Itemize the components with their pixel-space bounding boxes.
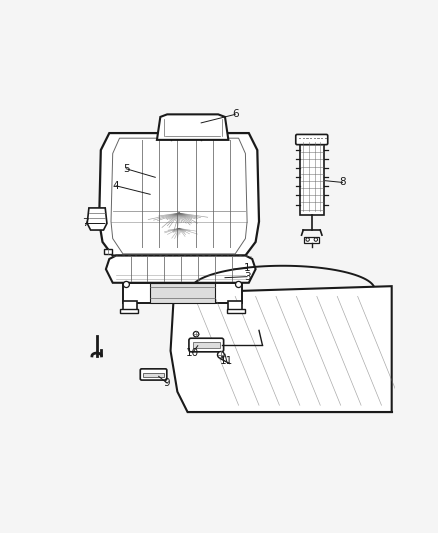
Bar — [150, 283, 214, 303]
Circle shape — [217, 351, 224, 358]
Bar — [143, 373, 163, 377]
Polygon shape — [99, 133, 258, 255]
Circle shape — [123, 281, 129, 287]
Bar — [299, 140, 323, 215]
Bar — [119, 309, 138, 313]
Text: 7: 7 — [82, 218, 88, 228]
Bar — [304, 237, 318, 243]
Polygon shape — [106, 255, 255, 283]
Circle shape — [193, 332, 198, 337]
Bar — [123, 283, 241, 303]
Circle shape — [235, 281, 241, 287]
Bar — [226, 309, 245, 313]
Text: 3: 3 — [243, 272, 250, 281]
FancyBboxPatch shape — [140, 369, 166, 380]
Bar — [192, 342, 219, 348]
FancyBboxPatch shape — [188, 338, 223, 352]
Bar — [123, 302, 136, 310]
Text: 8: 8 — [338, 177, 345, 188]
FancyBboxPatch shape — [295, 134, 327, 144]
Polygon shape — [170, 286, 391, 412]
Text: 11: 11 — [219, 356, 233, 366]
Bar — [104, 249, 111, 254]
Polygon shape — [157, 115, 228, 140]
Polygon shape — [87, 208, 107, 230]
Text: 10: 10 — [186, 348, 199, 358]
Text: 9: 9 — [163, 378, 170, 388]
Bar — [228, 302, 241, 310]
Text: 6: 6 — [231, 109, 238, 119]
Text: 5: 5 — [123, 164, 129, 174]
Circle shape — [305, 238, 309, 241]
Text: 1: 1 — [243, 263, 250, 273]
Text: 4: 4 — [113, 181, 119, 191]
Circle shape — [314, 238, 317, 241]
